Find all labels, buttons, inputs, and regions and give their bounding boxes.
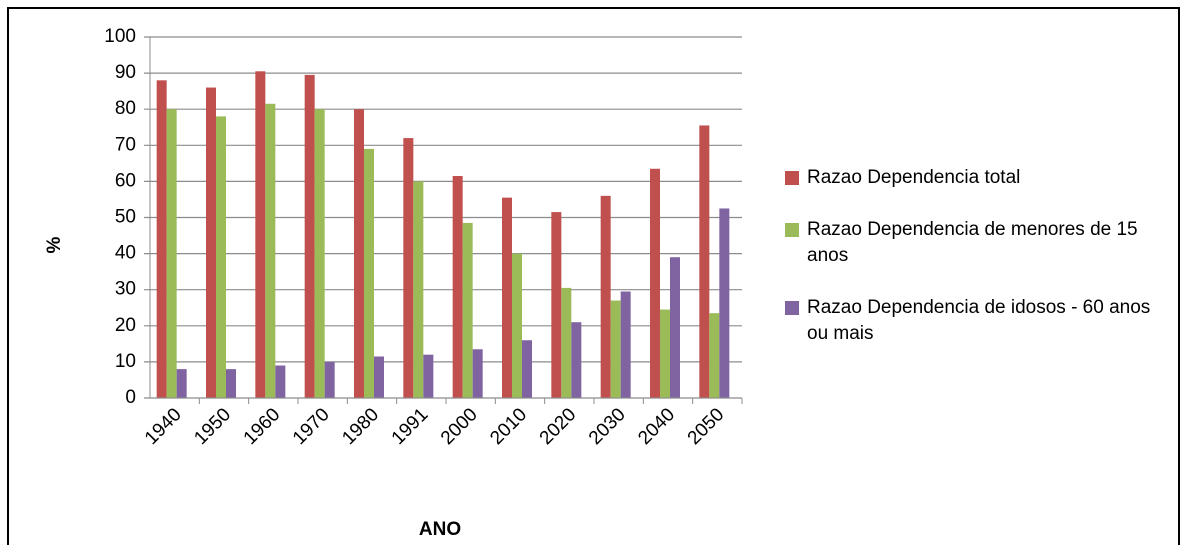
x-tick-label: 2050 bbox=[684, 404, 729, 449]
bar bbox=[265, 103, 276, 398]
bar bbox=[166, 109, 177, 398]
bar bbox=[403, 138, 414, 398]
bar bbox=[502, 197, 512, 398]
x-tick-label: 1970 bbox=[289, 404, 334, 449]
bar bbox=[551, 212, 562, 398]
y-tick-label: 100 bbox=[104, 26, 136, 47]
bar bbox=[354, 109, 364, 398]
x-tick-label: 2000 bbox=[437, 404, 482, 449]
x-tick-label: 1980 bbox=[338, 404, 383, 449]
bar bbox=[571, 322, 582, 398]
bar bbox=[600, 195, 611, 398]
bar bbox=[610, 300, 621, 398]
bar bbox=[522, 340, 532, 398]
x-axis-label: ANO bbox=[419, 519, 461, 540]
bar bbox=[423, 354, 434, 398]
legend-item: Razao Dependencia total bbox=[785, 165, 1175, 191]
x-tick-label: 2030 bbox=[585, 404, 630, 449]
bar bbox=[660, 309, 670, 398]
legend-swatch bbox=[785, 301, 799, 315]
bar bbox=[275, 365, 286, 398]
bar bbox=[561, 287, 572, 398]
x-tick-label: 2010 bbox=[486, 404, 531, 449]
y-tick-label: 30 bbox=[115, 279, 136, 300]
bar bbox=[472, 349, 483, 398]
legend-label: Razao Dependencia de menores de 15 anos bbox=[807, 219, 1138, 266]
y-tick-label: 20 bbox=[115, 315, 136, 336]
bar bbox=[364, 148, 374, 398]
y-axis-label: % bbox=[44, 236, 65, 253]
bar bbox=[699, 125, 710, 398]
y-tick-label: 10 bbox=[115, 351, 136, 372]
legend: Razao Dependencia total Razao Dependencia… bbox=[785, 165, 1175, 373]
bar bbox=[413, 181, 424, 398]
bar bbox=[314, 109, 325, 398]
x-tick-label: 1940 bbox=[141, 404, 186, 449]
frame bbox=[7, 7, 1180, 545]
bar bbox=[324, 361, 335, 398]
bar bbox=[216, 116, 226, 399]
bar bbox=[374, 356, 384, 398]
y-tick-label: 70 bbox=[115, 134, 136, 155]
legend-swatch bbox=[785, 223, 799, 237]
legend-swatch bbox=[785, 171, 799, 185]
bar bbox=[304, 74, 315, 398]
bar bbox=[650, 168, 660, 398]
y-tick-label: 90 bbox=[115, 62, 136, 83]
bar bbox=[462, 222, 473, 398]
bar bbox=[226, 369, 236, 398]
legend-item: Razao Dependencia de idosos - 60 anos ou… bbox=[785, 295, 1175, 347]
x-tick-label: 1960 bbox=[240, 404, 285, 449]
legend-item: Razao Dependencia de menores de 15 anos bbox=[785, 217, 1175, 269]
bar bbox=[620, 291, 631, 398]
x-tick-label: 2020 bbox=[536, 404, 581, 449]
bar bbox=[719, 208, 730, 398]
bar bbox=[512, 253, 522, 398]
legend-label: Razao Dependencia total bbox=[807, 167, 1021, 188]
x-tick-label: 2040 bbox=[634, 404, 679, 449]
y-tick-label: 40 bbox=[115, 243, 136, 264]
y-tick-label: 0 bbox=[125, 387, 136, 408]
x-tick-label: 1950 bbox=[190, 404, 235, 449]
bar bbox=[670, 257, 680, 398]
bar bbox=[176, 369, 187, 398]
bar bbox=[156, 80, 167, 398]
y-tick-label: 50 bbox=[115, 207, 136, 228]
y-tick-label: 60 bbox=[115, 170, 136, 191]
bar bbox=[255, 71, 266, 399]
bar bbox=[709, 313, 720, 398]
x-tick-label: 1991 bbox=[388, 404, 433, 449]
legend-label: Razao Dependencia de idosos - 60 anos ou… bbox=[807, 297, 1151, 344]
y-tick-label: 80 bbox=[115, 98, 136, 119]
bar bbox=[452, 175, 463, 398]
bar bbox=[206, 87, 216, 398]
